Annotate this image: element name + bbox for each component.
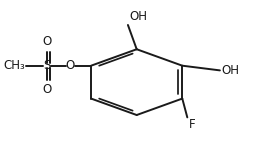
Text: OH: OH — [221, 64, 239, 77]
Text: OH: OH — [129, 10, 147, 23]
Text: S: S — [44, 59, 51, 72]
Text: O: O — [43, 83, 52, 96]
Text: O: O — [65, 59, 74, 72]
Text: CH₃: CH₃ — [3, 59, 25, 72]
Text: F: F — [188, 118, 195, 131]
Text: O: O — [43, 35, 52, 48]
